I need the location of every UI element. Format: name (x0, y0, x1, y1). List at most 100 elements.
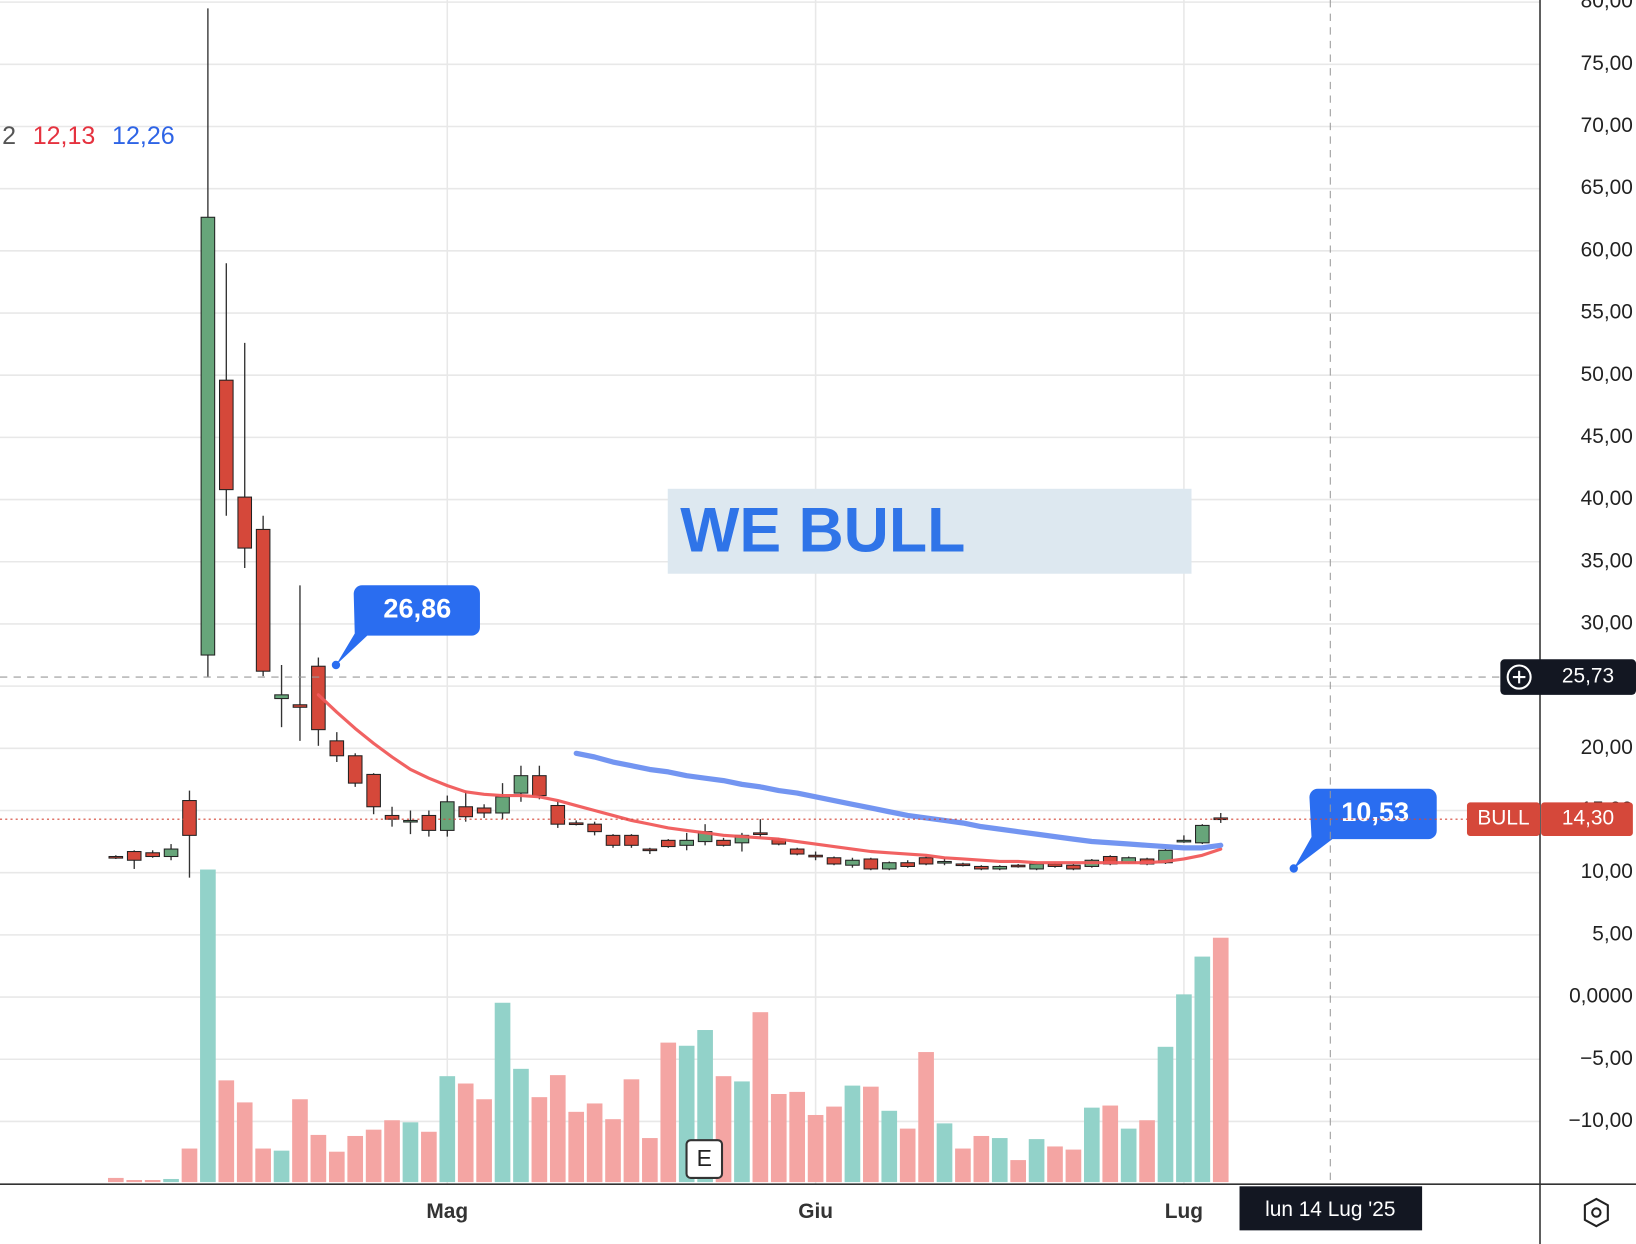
y-tick-label: 0,0000 (1569, 985, 1633, 1008)
candle-body (384, 814, 400, 820)
candle-body (955, 863, 971, 867)
x-tick-label: Giu (798, 1200, 833, 1223)
candle-body (108, 855, 124, 859)
volume (107, 869, 1229, 1183)
candle-body (992, 865, 1008, 870)
volume-bar (568, 1111, 585, 1183)
volume-bar (807, 1114, 824, 1183)
candle-body (274, 694, 289, 700)
candle-body (1195, 824, 1210, 844)
y-tick-label: 55,00 (1581, 301, 1633, 324)
event-label: E (697, 1145, 712, 1171)
add-icon-plus (1512, 670, 1526, 684)
candle-body (974, 865, 989, 870)
callout-text: 26,86 (383, 593, 451, 624)
legend-value: 12,13 (33, 122, 96, 150)
legend-value: 2 (2, 122, 16, 150)
volume-bar (881, 1110, 898, 1183)
volume-bar (642, 1138, 658, 1183)
ma-line (316, 693, 1223, 865)
y-tick-label: −5,00 (1580, 1047, 1633, 1070)
crosshair-price: 25,73 (1562, 665, 1614, 688)
y-tick-label: 75,00 (1581, 52, 1633, 75)
candle-body (826, 857, 842, 865)
y-tick-label: 70,00 (1581, 114, 1633, 137)
candle-body (1066, 864, 1081, 870)
candle-body (255, 528, 271, 672)
settings-icon[interactable] (1583, 1197, 1609, 1228)
volume-bar (494, 1002, 511, 1183)
volume-bar (899, 1128, 916, 1183)
volume-bar (347, 1135, 364, 1183)
volume-bar (1028, 1139, 1045, 1183)
volume-bar (513, 1068, 529, 1183)
y-tick-label: 65,00 (1581, 176, 1633, 199)
volume-bar (181, 1148, 198, 1183)
add-icon[interactable] (1506, 664, 1532, 690)
candle-body (476, 807, 492, 814)
candle-body (329, 740, 345, 757)
candle-body (403, 819, 418, 823)
volume-bar (365, 1129, 382, 1183)
candle-body (495, 796, 510, 814)
volume-bar (328, 1151, 345, 1183)
legend-value: 12,26 (112, 122, 175, 150)
candle-body (550, 804, 566, 825)
moving-averages (316, 693, 1224, 865)
volume-bar (826, 1106, 842, 1183)
volume-bar (531, 1097, 548, 1183)
watermark-box (667, 488, 1192, 574)
volume-bar (1194, 956, 1211, 1183)
volume-bar (1157, 1046, 1174, 1183)
symbol-label: BULL (1477, 807, 1529, 830)
candle-body (660, 839, 676, 848)
y-tick-label: −10,00 (1569, 1109, 1633, 1132)
volume-bar (1010, 1160, 1026, 1183)
volume-bar (734, 1081, 750, 1183)
candle-body (753, 832, 768, 835)
y-tick-label: 30,00 (1581, 611, 1633, 634)
volume-bar (163, 1178, 179, 1183)
candle-body (145, 852, 160, 858)
volume-bar (991, 1138, 1008, 1183)
candle-body (881, 862, 897, 870)
candle-body (716, 839, 731, 846)
volume-bar (1102, 1105, 1119, 1183)
candle-body (163, 848, 179, 858)
y-tick-label: 10,00 (1581, 860, 1633, 883)
candle-body (200, 216, 216, 656)
volume-bar (1065, 1149, 1082, 1183)
candle-body (421, 814, 437, 831)
candle-body (311, 665, 326, 731)
volume-bar (1176, 994, 1192, 1183)
volume-bar (457, 1083, 474, 1183)
volume-bar (439, 1076, 456, 1183)
volume-bar (973, 1135, 990, 1183)
candle-body (679, 839, 694, 846)
volume-bar (200, 869, 216, 1183)
y-tick-label: 50,00 (1581, 363, 1633, 386)
event-marker[interactable] (685, 1139, 724, 1179)
volume-bar (144, 1180, 161, 1183)
candle-body (808, 854, 823, 858)
candle-body (292, 704, 308, 708)
volume-bar (255, 1148, 271, 1183)
volume-bar (605, 1119, 621, 1183)
volume-bar (549, 1075, 566, 1183)
volume-bar (1047, 1146, 1063, 1183)
volume-bar (126, 1180, 143, 1183)
candle-body (439, 801, 455, 831)
volume-bar (107, 1177, 124, 1183)
volume-bar (236, 1102, 253, 1183)
volume-bar (586, 1103, 603, 1183)
candle-body (624, 834, 639, 846)
volume-bar (1139, 1120, 1155, 1183)
volume-bar (384, 1120, 400, 1183)
crosshair-label-box (1500, 659, 1636, 695)
volume-bar (1120, 1128, 1137, 1183)
candle-body (1010, 864, 1026, 868)
candle-body (237, 496, 253, 549)
volume-bar (273, 1150, 290, 1183)
candle-body (900, 862, 915, 867)
